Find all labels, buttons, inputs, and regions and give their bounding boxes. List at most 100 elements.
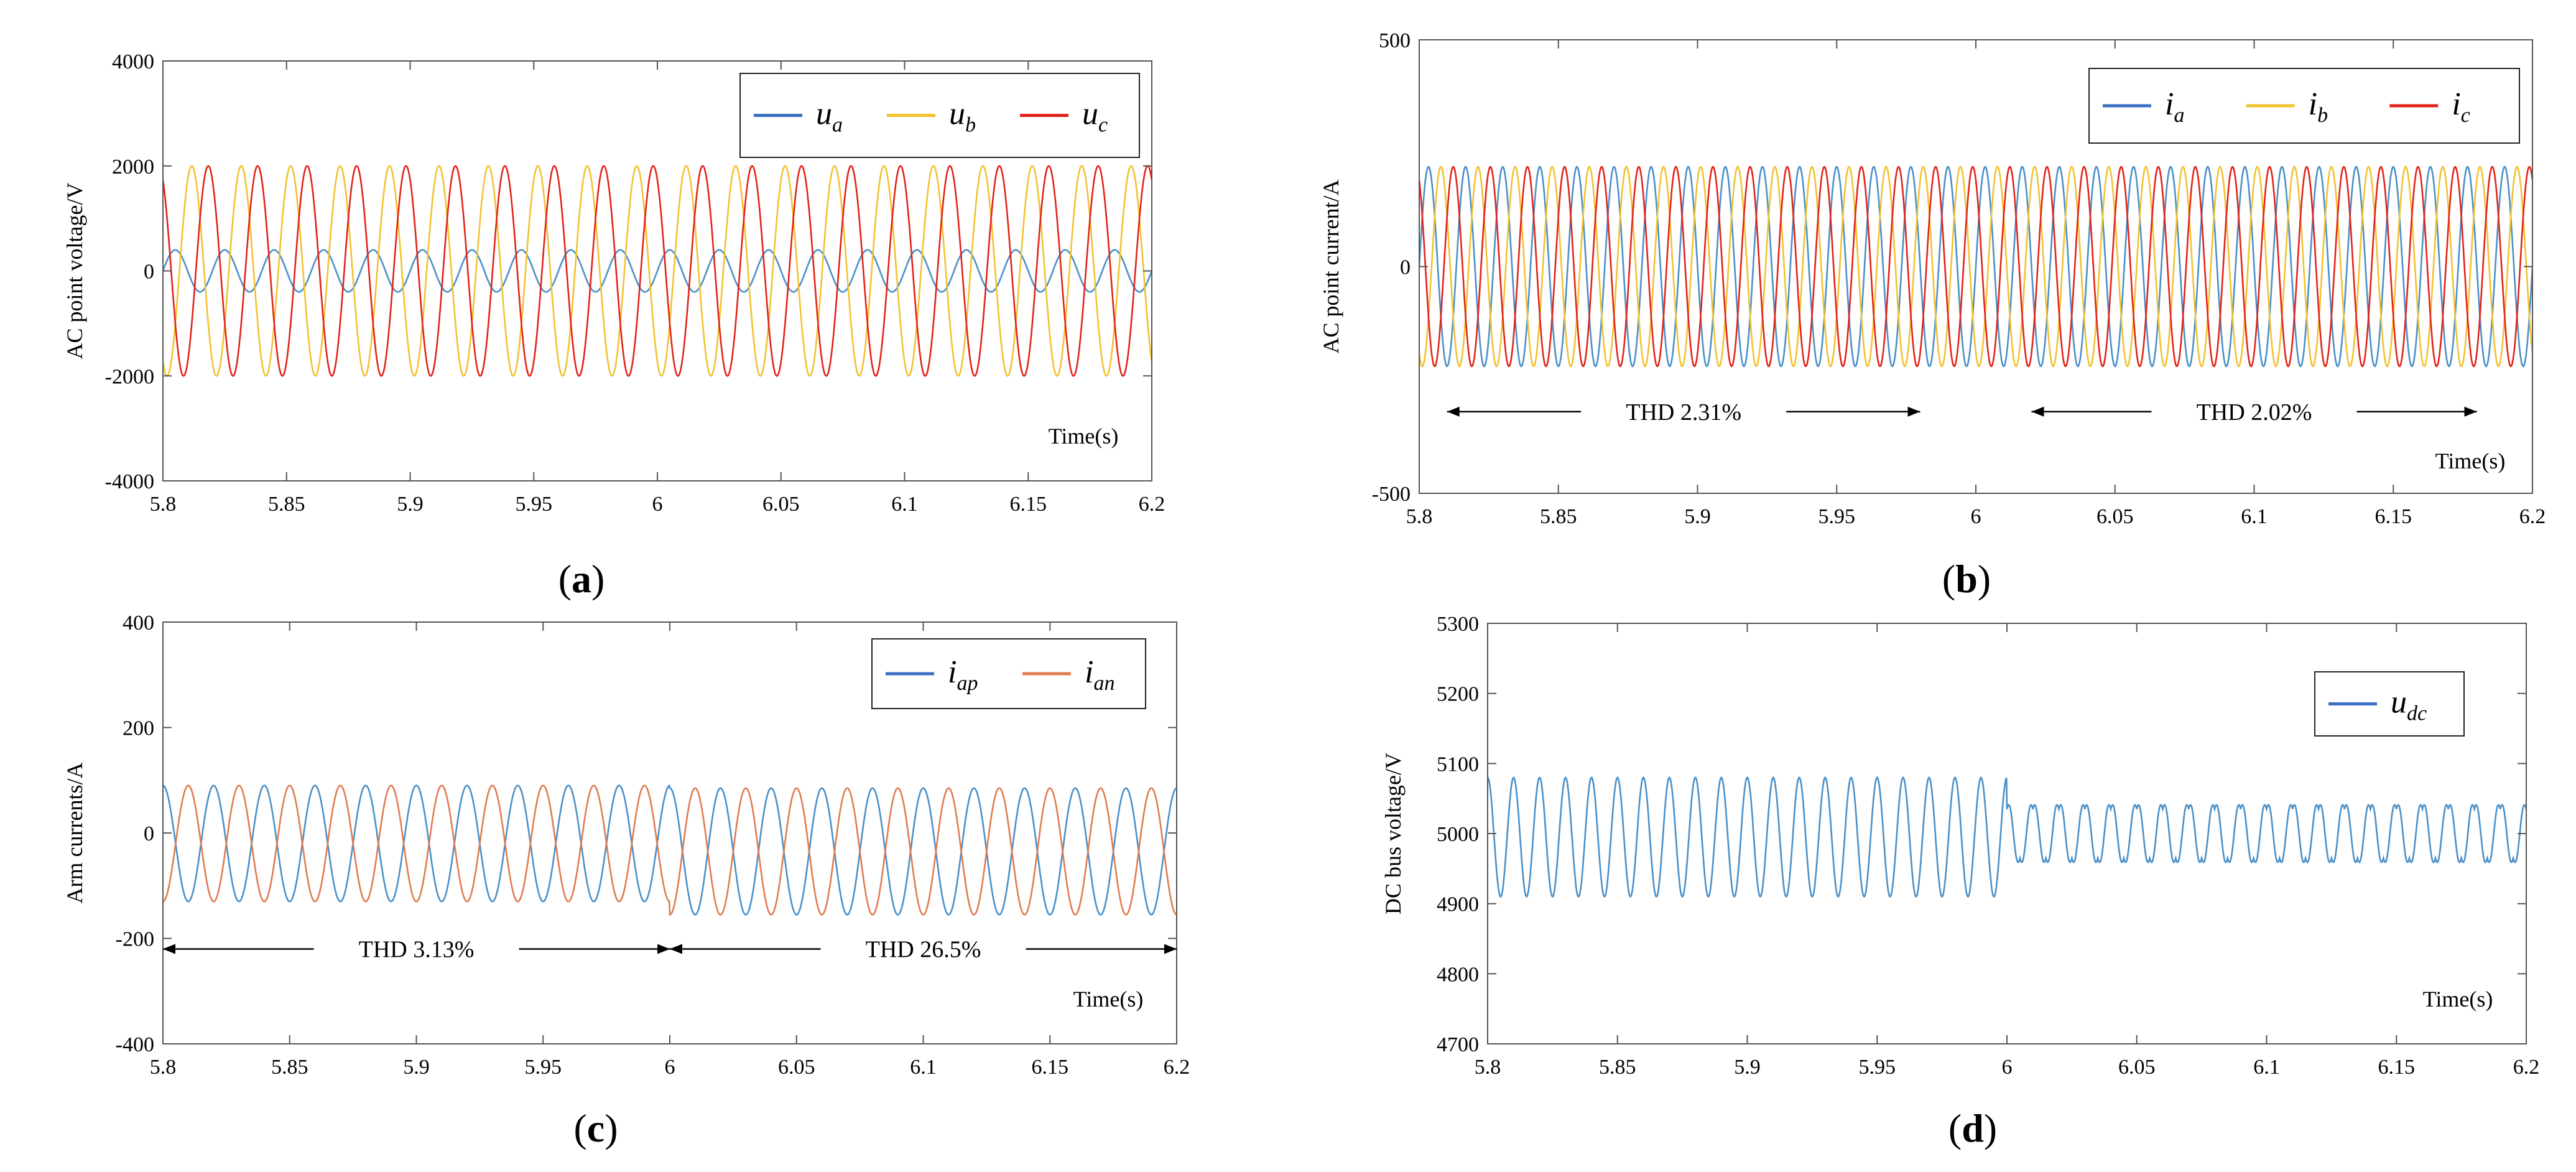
legend-entry-ap: iap [948,654,978,695]
caption-paren-close: ) [1984,1106,1997,1150]
x-tick-label: 6.2 [1139,493,1165,516]
x-tick-label: 5.8 [1406,505,1433,528]
legend-box [739,73,1140,158]
x-tick-label: 5.85 [268,493,305,516]
series-i-c-line [1419,165,2532,368]
x-tick-label: 6.05 [762,493,800,516]
legend-subscript: c [1098,114,1108,137]
legend: ua ub uc [739,73,1140,158]
y-axis-label: AC point current/A [1318,180,1343,354]
chart-c: 5.8 5.85 5.9 5.95 6 6.05 6.1 6.15 6.2 -400 -200 0 20… [62,612,1190,1150]
y-tick-label: 0 [1400,256,1411,279]
caption-letter: b [1955,557,1978,601]
y-tick-label: 2000 [112,156,154,179]
caption-paren-close: ) [591,557,605,601]
y-tick-label: 4700 [1437,1033,1479,1056]
caption-paren-open: ( [558,557,572,601]
x-tick-label: 5.85 [1540,505,1577,528]
thd-annotation: THD 2.31% [1447,399,1920,426]
caption-letter: d [1962,1106,1984,1150]
legend-symbol: i [2165,86,2174,122]
series-u-dc-line [1488,776,2526,898]
thd-label: THD 3.13% [359,936,475,962]
x-tick-label: 6.2 [2519,505,2546,528]
y-tick-label: 5200 [1437,683,1479,706]
x-tick-label: 6.1 [2253,1056,2280,1079]
caption-letter: c [587,1106,605,1150]
legend-entry-c: uc [1082,96,1108,137]
legend-subscript: an [1093,672,1114,695]
series-u-a-line [163,249,1152,293]
x-tick-label: 6.1 [2241,505,2268,528]
x-tick-label: 6 [2002,1056,2013,1079]
caption-letter: a [572,557,591,601]
thd-annotation: THD 3.13% [163,936,670,962]
chart-d: 5.8 5.85 5.9 5.95 6 6.05 6.1 6.15 6.2 4700 4800 490… [1381,613,2539,1150]
y-tick-label: 400 [123,612,154,635]
series-i-ap-line [163,784,1177,916]
series-u-b-line [163,165,1152,377]
legend-entry-b: ib [2309,86,2328,127]
x-tick-label: 6.05 [2096,505,2134,528]
panel-caption: (d) [1948,1106,1997,1150]
x-tick-label: 6.1 [910,1056,937,1079]
x-tick-label: 5.9 [1734,1056,1761,1079]
legend: udc [2314,671,2465,737]
arrow-left-head-icon [670,944,682,954]
legend-subscript: c [2461,104,2470,127]
series-i-a-line [1419,165,2532,368]
legend-symbol: i [2452,86,2460,122]
legend-entry-an: ian [1085,654,1114,695]
series-i-an-line [163,784,1177,916]
x-tick-label: 6.15 [1010,493,1047,516]
legend-subscript: ap [957,672,978,695]
x-tick-label: 6.2 [2513,1056,2540,1079]
y-tick-label: 5100 [1437,753,1479,776]
x-tick-label: 5.8 [150,493,177,516]
y-tick-label: -400 [116,1033,154,1056]
legend-entry-dc: udc [2391,685,2427,725]
legend-subscript: a [832,114,843,137]
y-tick-label: 200 [123,717,154,740]
x-tick-label: 6.15 [2375,505,2412,528]
x-tick-label: 5.8 [150,1056,177,1079]
x-axis-label: Time(s) [2435,449,2506,473]
y-tick-label: 4800 [1437,963,1479,986]
x-tick-label: 6 [652,493,663,516]
x-tick-label: 6.15 [1032,1056,1069,1079]
panel-caption: (c) [573,1106,618,1150]
y-tick-label: 4900 [1437,893,1479,916]
arrow-right-head-icon [1164,944,1177,954]
x-tick-label: 5.95 [516,493,553,516]
chart-a: 5.8 5.85 5.9 5.95 6 6.05 6.1 6.15 6.2 -4000 -2000 0… [62,50,1165,601]
y-tick-label: 5300 [1437,613,1479,636]
thd-annotation: THD 2.02% [2031,399,2477,426]
y-axis-label: DC bus voltage/V [1381,753,1406,914]
y-tick-label: 0 [144,261,154,284]
caption-paren-open: ( [1948,1106,1962,1150]
x-tick-label: 6.05 [778,1056,815,1079]
legend-symbol: i [1085,654,1093,690]
y-tick-label: 500 [1379,29,1411,52]
legend-subscript: b [2317,104,2328,127]
x-tick-label: 5.8 [1475,1056,1501,1079]
legend: iap ian [871,638,1146,709]
legend-symbol: u [2391,685,2407,720]
x-tick-label: 5.85 [271,1056,308,1079]
caption-paren-open: ( [1942,557,1955,601]
x-tick-label: 5.9 [397,493,424,516]
thd-label: THD 2.31% [1626,399,1741,426]
x-tick-label: 6.15 [2378,1056,2416,1079]
panel-caption: (a) [558,557,605,601]
legend-box [871,638,1146,709]
y-tick-label: 4000 [112,50,154,73]
arrow-left-head-icon [2031,406,2044,417]
caption-paren-close: ) [1978,557,1991,601]
legend-symbol: i [2309,86,2317,122]
caption-paren-close: ) [605,1106,618,1150]
x-axis-label: Time(s) [1049,424,1119,449]
legend-subscript: dc [2407,702,2427,725]
x-tick-label: 5.95 [1859,1056,1896,1079]
x-tick-label: 5.95 [525,1056,562,1079]
